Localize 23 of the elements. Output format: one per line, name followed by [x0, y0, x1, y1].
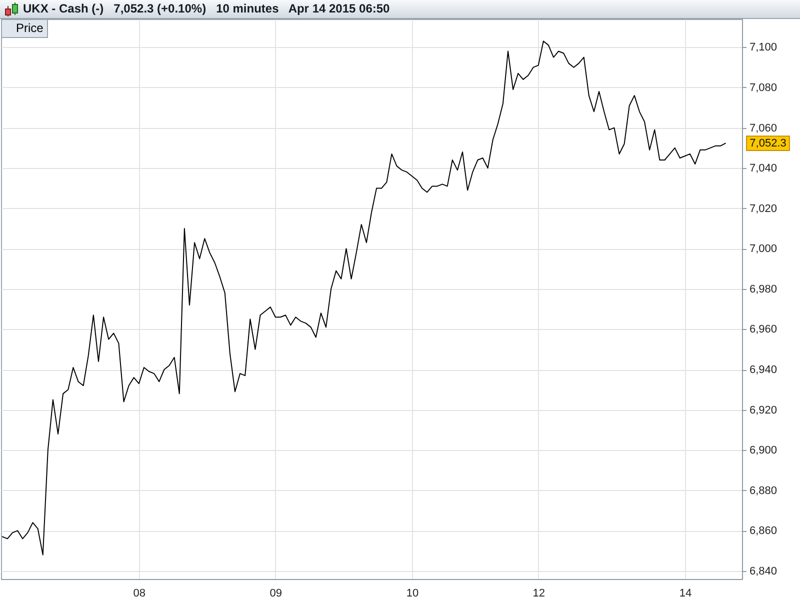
y-tick-label: 6,920	[750, 404, 778, 416]
y-tick-label: 7,080	[750, 82, 778, 94]
y-tick-label: 7,060	[750, 122, 778, 134]
x-tick-label: 08	[133, 588, 146, 600]
line-series	[2, 40, 726, 556]
text: 7,052.3	[750, 137, 786, 150]
y-tick-label: 6,960	[750, 324, 778, 336]
y-tick-label: 7,000	[750, 243, 778, 256]
x-tick-label: 14	[679, 588, 692, 600]
y-tick-label: 7,040	[750, 162, 778, 175]
y-tick-label: 6,940	[750, 364, 778, 376]
y-tick-label: 7,020	[750, 202, 778, 215]
text: Price	[16, 21, 44, 35]
x-tick-label: 10	[406, 588, 419, 600]
y-tick-label: 6,840	[750, 565, 778, 578]
y-tick-label: 6,980	[750, 283, 778, 296]
y-tick-label: 6,880	[750, 484, 778, 497]
y-tick-label: 6,860	[750, 525, 778, 538]
y-tick-label: 7,100	[750, 42, 778, 54]
chart-title: UKX - Cash (-) 7,052.3 (+0.10%) 10 minutes Apr 14 2015 06:50	[23, 2, 390, 16]
x-tick-label: 09	[270, 588, 282, 600]
y-tick-label: 6,900	[750, 444, 778, 457]
x-tick-label: 12	[532, 588, 545, 600]
